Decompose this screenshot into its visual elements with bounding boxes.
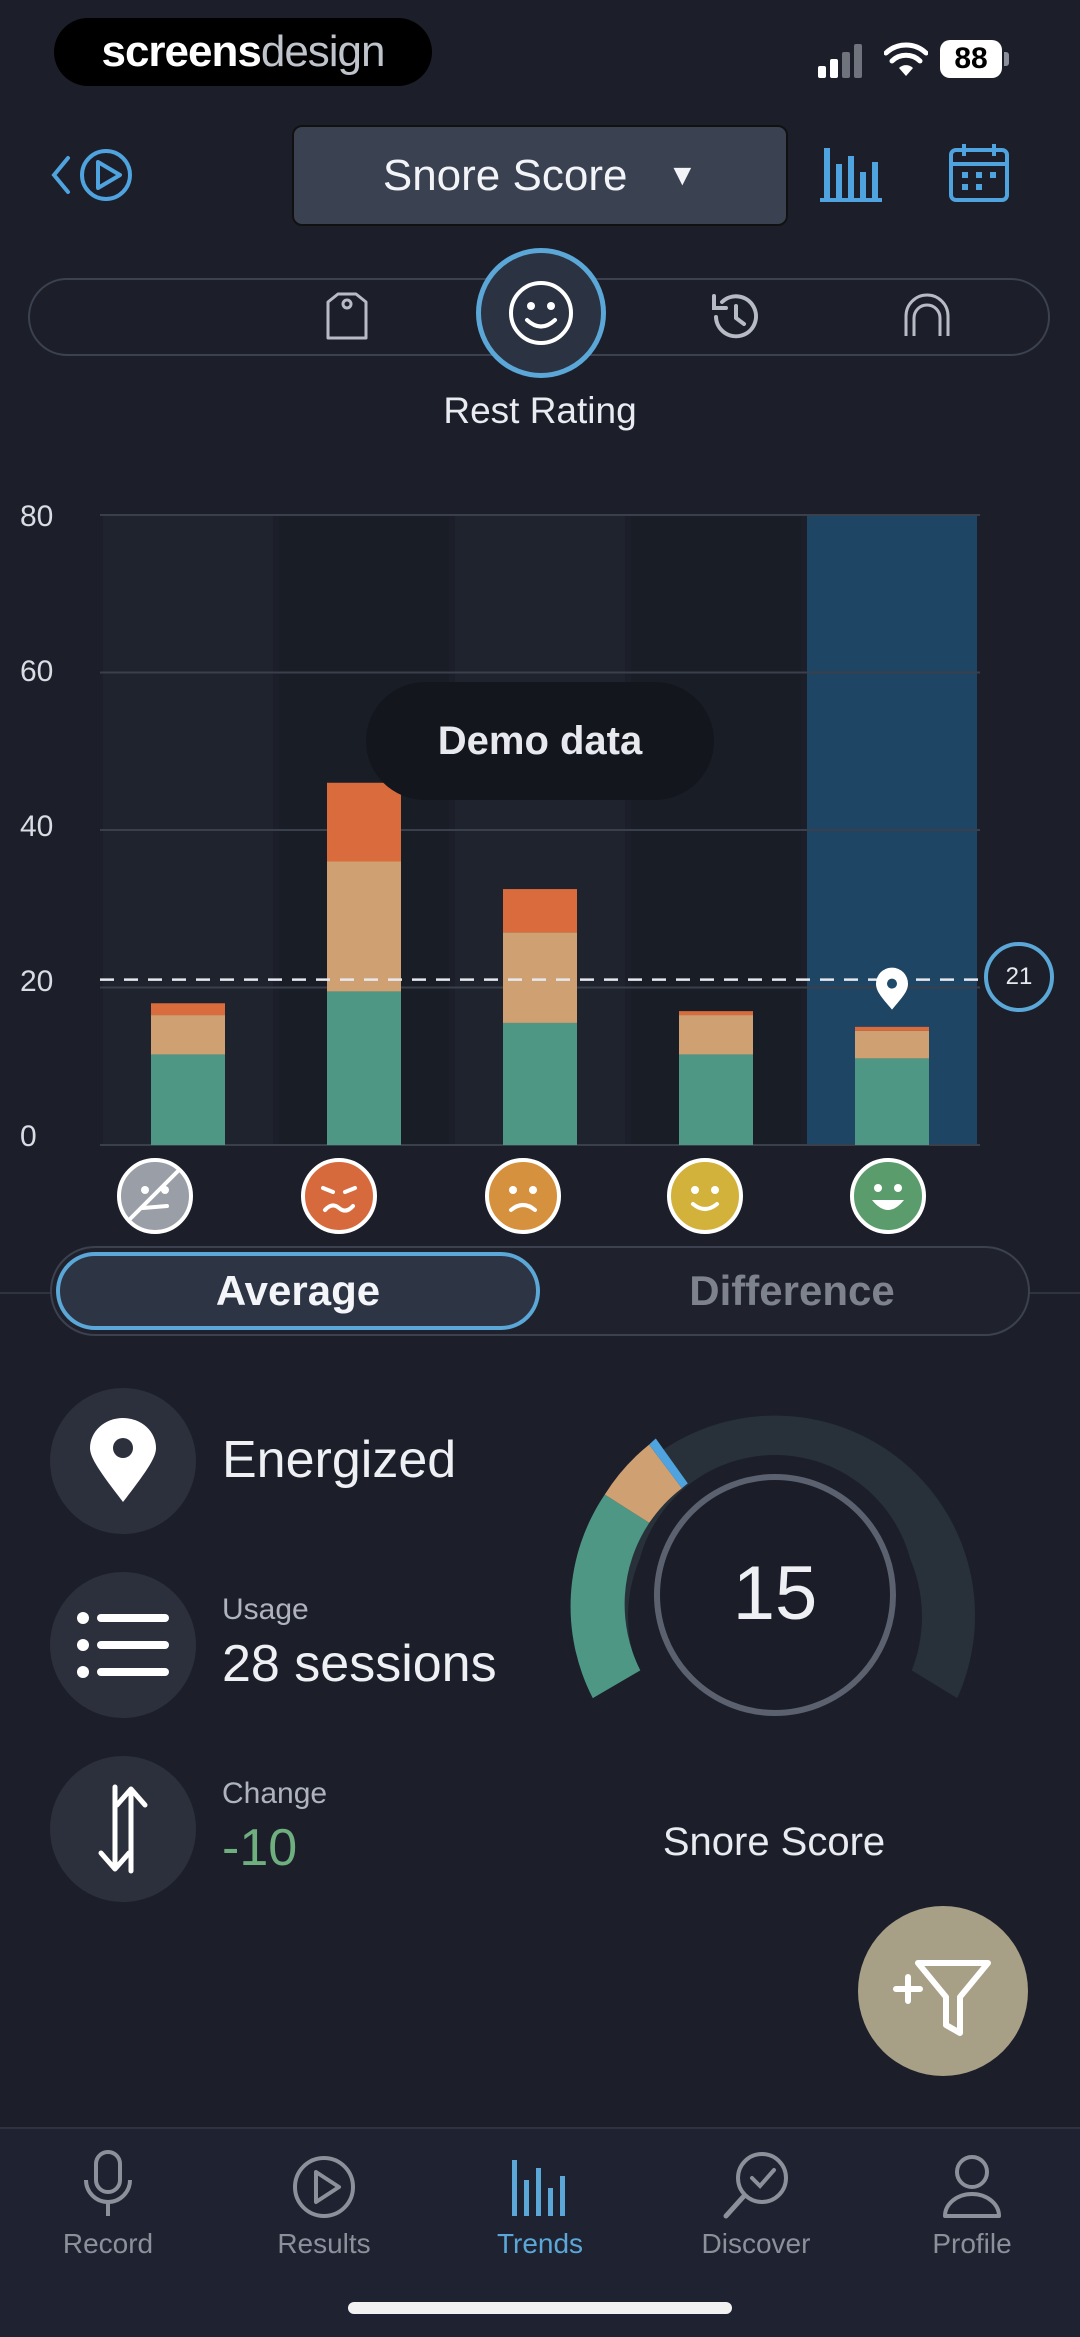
microphone-icon (84, 2150, 132, 2216)
mouthpiece-icon (904, 293, 950, 336)
bar-segment (503, 1022, 577, 1145)
factor-tag-button[interactable] (324, 290, 370, 347)
bar-segment (679, 1054, 753, 1145)
y-tick-label: 40 (20, 810, 54, 843)
y-tick-label: 60 (20, 655, 54, 688)
average-tab[interactable]: Average (56, 1252, 540, 1330)
tab-results-label: Results (277, 2228, 371, 2259)
factor-history-button[interactable] (706, 290, 762, 349)
bar-segment (151, 1015, 225, 1055)
bar-segment (503, 932, 577, 1023)
battery-tip (1004, 52, 1009, 66)
demo-data-badge: Demo data (366, 682, 714, 800)
bar-segment (327, 861, 401, 992)
filter-plus-icon (893, 1960, 991, 2036)
add-filter-button[interactable] (858, 1906, 1028, 2076)
usage-icon-circle (50, 1572, 196, 1718)
back-replay-button[interactable] (48, 146, 144, 209)
bar-segment (327, 991, 401, 1145)
selection-icon-circle (50, 1388, 196, 1534)
person-icon (943, 2155, 1001, 2218)
chevron-down-icon: ▼ (667, 158, 698, 192)
usage-label: Usage (222, 1593, 309, 1626)
back-play-icon (51, 149, 132, 201)
factor-mouthpiece-button[interactable] (902, 292, 952, 345)
tab-record-label: Record (62, 2228, 154, 2259)
terrible-face-icon[interactable] (301, 1158, 377, 1234)
tab-trends-label: Trends (496, 2228, 584, 2259)
bar-segment (855, 1030, 929, 1059)
bar-segment (327, 782, 401, 862)
bar-chart-icon (820, 148, 882, 202)
wifi-icon (884, 42, 928, 76)
bar-segment (151, 1003, 225, 1016)
snore-score-label: Snore Score (662, 1820, 886, 1864)
reference-value-badge: 21 (984, 942, 1054, 1012)
tab-results[interactable]: Results (224, 2140, 424, 2260)
brand-bold: screens (101, 27, 261, 76)
change-icon-circle (50, 1756, 196, 1902)
y-tick-label: 0 (20, 1120, 37, 1153)
snore-score-gauge (570, 1415, 975, 1735)
factor-rest-rating-button[interactable] (476, 248, 606, 378)
y-tick-label: 20 (20, 965, 54, 998)
tab-discover-label: Discover (701, 2228, 811, 2259)
history-icon (712, 294, 758, 339)
metric-selector-dropdown[interactable]: Snore Score ▼ (292, 125, 788, 226)
tab-profile-label: Profile (932, 2228, 1012, 2259)
bar-segment (679, 1015, 753, 1055)
snore-score-value: 15 (732, 1551, 818, 1636)
tab-profile[interactable]: Profile (872, 2140, 1072, 2260)
up-down-arrows-icon (98, 1784, 148, 1874)
bad-face-icon[interactable] (485, 1158, 561, 1234)
magnifier-check-icon (723, 2152, 788, 2219)
tab-discover[interactable]: Discover (656, 2140, 856, 2260)
change-label: Change (222, 1777, 328, 1810)
bar-segment (679, 1011, 753, 1016)
smiley-icon (509, 281, 573, 345)
tab-trends[interactable]: Trends (440, 2140, 640, 2260)
tab-record[interactable]: Record (8, 2140, 208, 2260)
bar-segment (855, 1026, 929, 1031)
signal-icon (818, 44, 862, 78)
y-tick-label: 80 (20, 500, 54, 533)
location-pin-icon (90, 1418, 156, 1502)
brand-logo: screens design (54, 18, 432, 86)
play-circle-icon (293, 2156, 355, 2218)
bar-segment (503, 889, 577, 933)
tag-icon (326, 292, 368, 340)
difference-tab[interactable]: Difference (689, 1267, 895, 1314)
ok-face-icon[interactable] (667, 1158, 743, 1234)
list-icon (77, 1612, 169, 1678)
calendar-icon (949, 144, 1009, 202)
no-rating-face-icon[interactable] (117, 1158, 193, 1234)
battery-indicator: 88 (940, 40, 1002, 78)
bar-chart-icon (512, 2160, 565, 2216)
bar-segment (151, 1054, 225, 1145)
brand-light: design (260, 27, 386, 76)
usage-value: 28 sessions (222, 1635, 497, 1693)
energized-face-icon[interactable] (850, 1158, 926, 1234)
bar-chart (100, 514, 984, 1146)
selected-rating-label: Energized (222, 1431, 457, 1489)
home-indicator (348, 2302, 732, 2314)
bar-segment (855, 1058, 929, 1145)
change-value: -10 (222, 1819, 298, 1877)
selected-factor-label: Rest Rating (443, 390, 637, 431)
chart-view-button[interactable] (820, 142, 882, 209)
location-pin-hole (887, 978, 897, 989)
metric-selector-label: Snore Score (382, 150, 628, 200)
calendar-button[interactable] (948, 142, 1010, 209)
